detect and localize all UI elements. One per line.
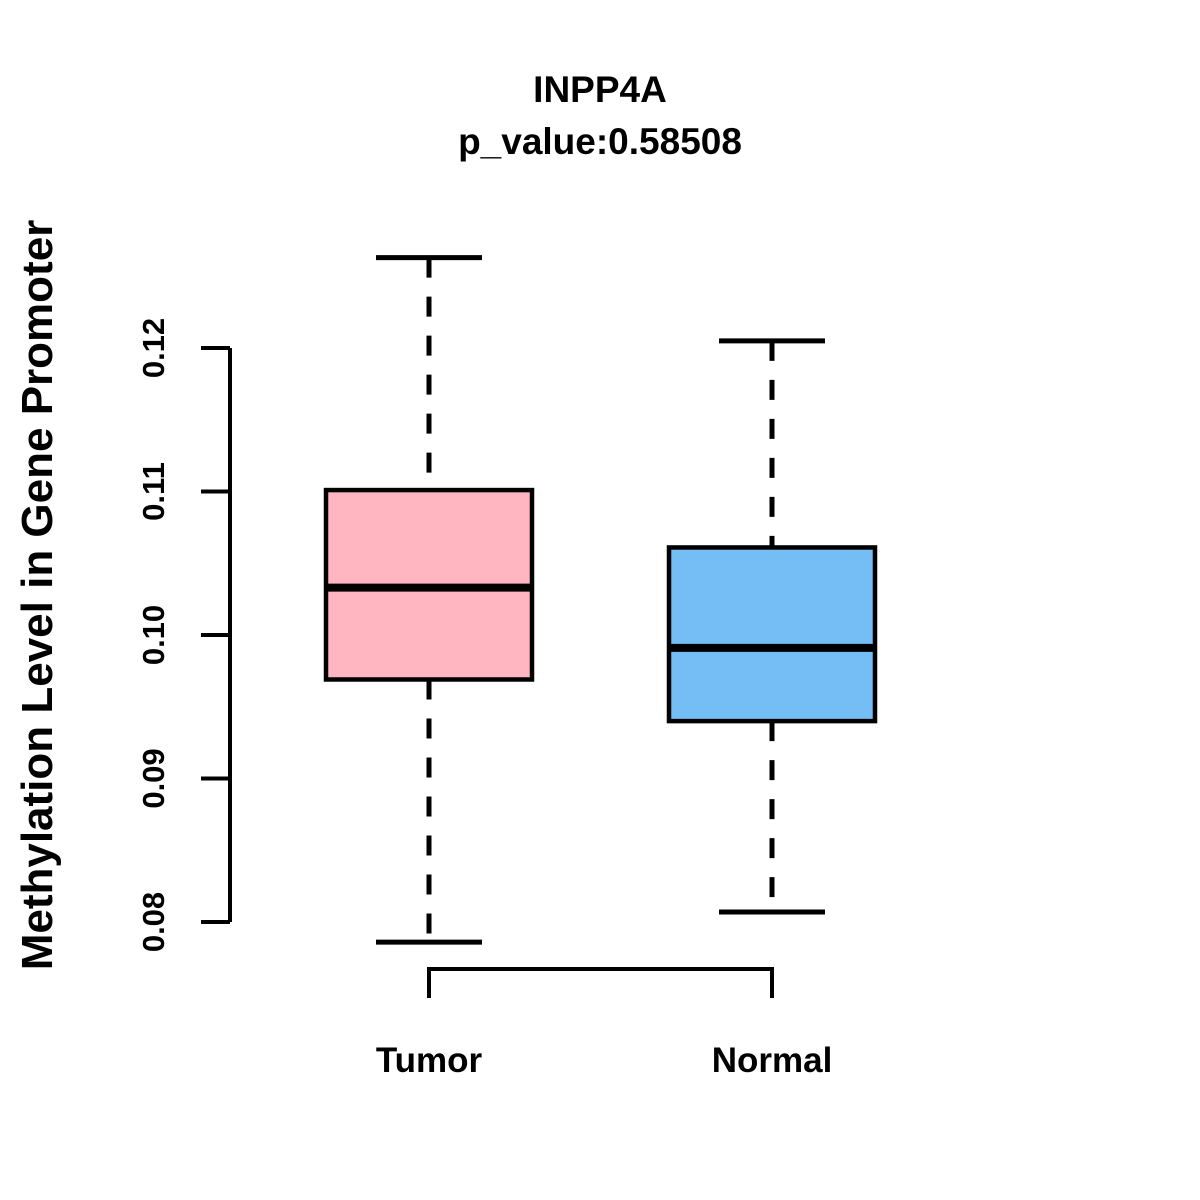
- y-tick-label: 0.10: [136, 605, 171, 665]
- chart-title: INPP4A: [533, 69, 667, 110]
- y-tick-label: 0.09: [136, 748, 171, 808]
- x-axis-bracket: [427, 967, 774, 998]
- title-block: INPP4A p_value:0.58508: [0, 69, 1200, 162]
- y-tick-label: 0.08: [136, 892, 171, 952]
- chart-subtitle: p_value:0.58508: [458, 120, 742, 162]
- y-axis-label: Methylation Level in Gene Promoter: [13, 219, 62, 971]
- y-tick-label: 0.12: [136, 318, 171, 378]
- x-category-label-tumor: Tumor: [376, 1041, 483, 1080]
- box-normal: [666, 545, 878, 724]
- x-category-label-normal: Normal: [712, 1041, 833, 1080]
- y-tick-label: 0.11: [136, 462, 171, 521]
